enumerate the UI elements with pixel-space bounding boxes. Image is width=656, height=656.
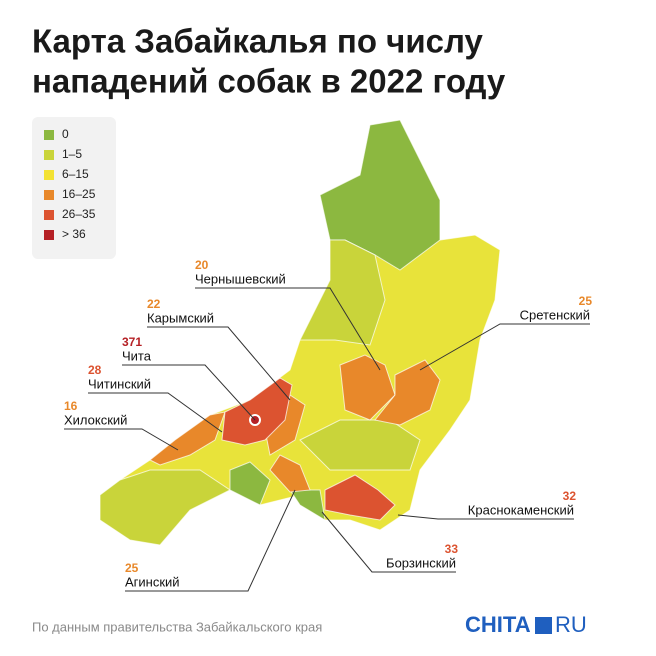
legend-swatch xyxy=(44,210,54,220)
legend-swatch xyxy=(44,170,54,180)
logo-box xyxy=(535,617,552,634)
leader-line xyxy=(125,489,296,592)
legend-label: 1–5 xyxy=(62,147,82,161)
region xyxy=(269,454,311,493)
legend-label: 0 xyxy=(62,127,69,141)
legend-swatch xyxy=(44,190,54,200)
region xyxy=(229,461,271,506)
district-value: 371 xyxy=(122,335,142,349)
district-value: 16 xyxy=(64,399,78,413)
legend-label: > 36 xyxy=(62,227,86,241)
district-value: 33 xyxy=(445,542,459,556)
leader-line xyxy=(195,287,381,371)
region xyxy=(299,239,386,346)
district-name: Борзинский xyxy=(386,555,456,570)
region xyxy=(374,359,441,426)
district-value: 22 xyxy=(147,297,161,311)
district-value: 25 xyxy=(125,561,139,575)
district-value: 28 xyxy=(88,363,102,377)
region xyxy=(324,474,396,521)
title-line: Карта Забайкалья по числу xyxy=(32,23,483,60)
leader-line xyxy=(88,392,223,433)
district-value: 25 xyxy=(579,294,593,308)
legend-label: 6–15 xyxy=(62,167,89,181)
leader-line xyxy=(321,511,456,573)
district-name: Краснокаменский xyxy=(468,502,574,517)
region xyxy=(99,469,231,546)
legend-label: 16–25 xyxy=(62,187,96,201)
logo-right: RU xyxy=(555,612,587,637)
district-value: 20 xyxy=(195,258,209,272)
region xyxy=(299,419,421,471)
leader-line xyxy=(147,326,291,401)
region xyxy=(221,377,293,446)
legend-swatch xyxy=(44,230,54,240)
district-name: Хилокский xyxy=(64,412,127,427)
district-value: 32 xyxy=(563,489,577,503)
leader-line xyxy=(419,323,590,371)
legend-swatch xyxy=(44,150,54,160)
leader-line xyxy=(122,364,256,421)
district-name: Агинский xyxy=(125,574,180,589)
district-name: Карымский xyxy=(147,310,214,325)
map xyxy=(99,119,501,546)
title-line: нападений собак в 2022 году xyxy=(32,63,506,100)
district-name: Сретенский xyxy=(520,307,590,322)
region xyxy=(289,489,326,521)
region xyxy=(319,119,441,271)
leader-line xyxy=(397,514,574,520)
district-name: Читинский xyxy=(88,376,151,391)
district-name: Чита xyxy=(122,348,152,363)
legend-swatch xyxy=(44,130,54,140)
logo-left: CHITA xyxy=(465,612,531,637)
leader-line xyxy=(64,428,179,451)
source: По данным правительства Забайкальского к… xyxy=(32,619,322,634)
legend: 0 1–5 6–15 16–25 26–35 > 36 xyxy=(44,127,96,241)
district-name: Чернышевский xyxy=(195,271,286,286)
region xyxy=(149,411,226,466)
legend-label: 26–35 xyxy=(62,207,96,221)
